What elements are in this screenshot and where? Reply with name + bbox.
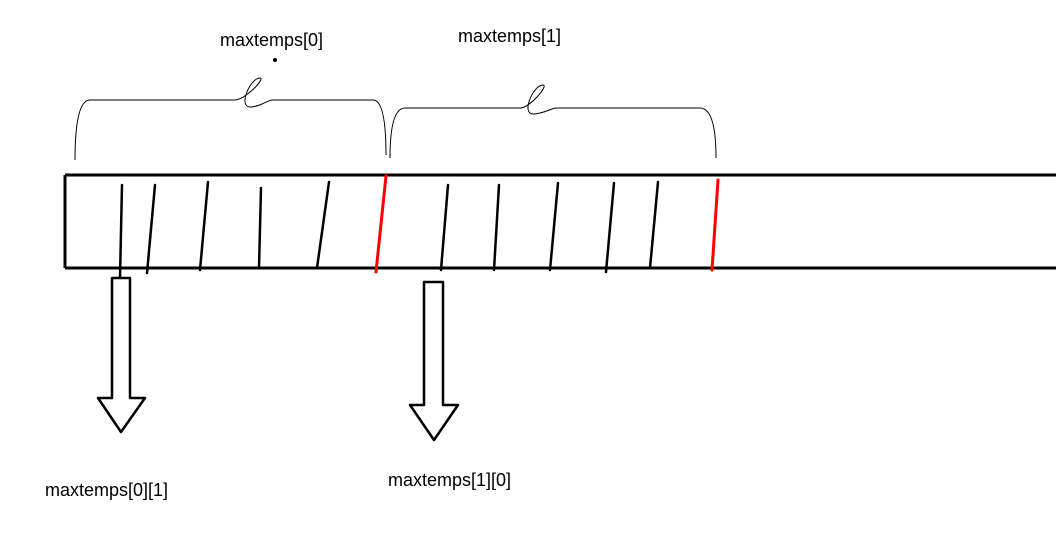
stray-dot: [273, 58, 277, 62]
group-divider-1: [712, 180, 718, 270]
cell-divider-1: [147, 185, 155, 273]
cell-divider-5: [441, 185, 448, 270]
diagram-svg: [0, 0, 1056, 535]
cell-divider-4: [317, 182, 329, 268]
cell-divider-3: [259, 188, 261, 268]
cell-divider-2: [200, 182, 208, 270]
cell-divider-0: [120, 185, 122, 278]
brace-maxtemps-1: [390, 85, 716, 158]
cell-divider-7: [550, 183, 558, 270]
arrow-to-1-0: [410, 282, 458, 440]
arrow-to-0-1: [98, 278, 145, 432]
cell-divider-8: [606, 183, 614, 272]
cell-divider-9: [650, 182, 658, 268]
cell-divider-6: [494, 185, 499, 270]
brace-maxtemps-0: [75, 78, 386, 160]
group-divider-0: [376, 176, 386, 272]
